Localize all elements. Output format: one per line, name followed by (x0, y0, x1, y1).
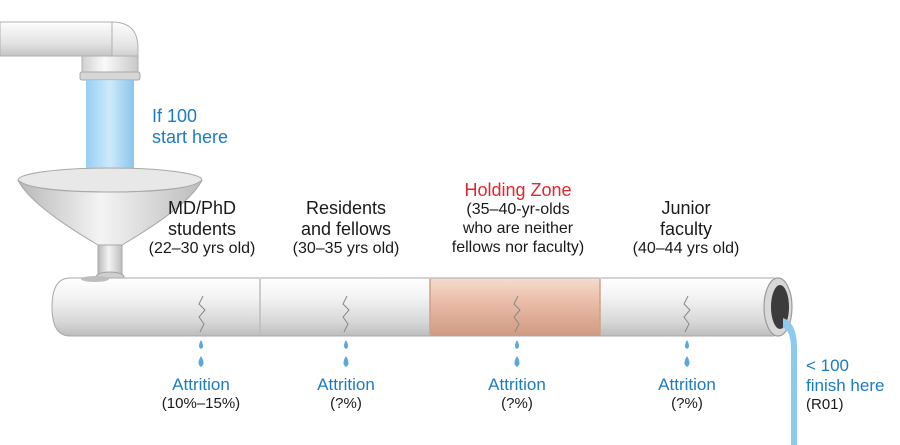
attrition-3: Attrition (?%) (457, 375, 577, 413)
crack-4 (683, 295, 691, 333)
drop-icon (344, 340, 348, 349)
drop-icon (685, 340, 689, 349)
holding-zone-sub: fellows nor faculty) (451, 238, 585, 256)
drop-icon (515, 340, 519, 349)
attrition-word: Attrition (172, 375, 230, 394)
start-label: If 100 start here (152, 106, 228, 148)
attrition-4: Attrition (?%) (627, 375, 747, 413)
holding-zone-segment (430, 278, 600, 336)
stage-title: faculty (659, 219, 713, 240)
attrition-1: Attrition (10%–15%) (141, 375, 261, 413)
stage-title: students (167, 219, 237, 240)
drop-icon (684, 356, 690, 367)
outflow-water (783, 318, 797, 445)
faucet (0, 21, 141, 81)
stage-title: Junior (661, 198, 711, 218)
stage-age: (22–30 yrs old) (148, 240, 256, 258)
finish-note: (R01) (806, 396, 844, 414)
crack-3 (513, 295, 521, 333)
finish-line-2: finish here (806, 376, 885, 396)
holding-zone-sub: who are neither (462, 220, 574, 238)
pipe (51, 276, 775, 337)
drop-icon (343, 356, 349, 367)
stage-junior-faculty-label: Junior faculty (40–44 yrs old) (612, 198, 760, 259)
finish-line-1: < 100 (806, 356, 850, 375)
attrition-word: Attrition (488, 375, 546, 394)
stage-title: Residents (305, 198, 387, 218)
attrition-rate: (?%) (501, 395, 533, 413)
attrition-rate: (10%–15%) (161, 395, 241, 413)
stage-age: (30–35 yrs old) (292, 240, 400, 258)
start-line-1: If 100 (152, 106, 198, 126)
attrition-word: Attrition (317, 375, 375, 394)
stage-title: and fellows (300, 219, 392, 240)
stage-holding-zone-label: Holding Zone (35–40-yr-olds who are neit… (436, 180, 600, 258)
finish-label: < 100 finish here (R01) (806, 356, 884, 414)
attrition-word: Attrition (658, 375, 716, 394)
stage-residents-label: Residents and fellows (30–35 yrs old) (272, 198, 420, 259)
stage-age: (40–44 yrs old) (632, 240, 740, 258)
attrition-2: Attrition (?%) (286, 375, 406, 413)
drop-icon (198, 356, 204, 367)
funnel (17, 167, 203, 283)
drop-icon (199, 340, 203, 349)
stage-title: MD/PhD (167, 198, 236, 218)
start-line-2: start here (152, 127, 229, 148)
drop-icon (514, 356, 520, 367)
crack-2 (342, 295, 350, 333)
attrition-rate: (?%) (330, 395, 362, 413)
attrition-rate: (?%) (671, 395, 703, 413)
water-stream (86, 80, 134, 172)
crack-1 (198, 295, 206, 333)
stage-mdphd-label: MD/PhD students (22–30 yrs old) (128, 198, 276, 259)
holding-zone-sub: (35–40-yr-olds (466, 201, 570, 219)
holding-zone-title: Holding Zone (464, 180, 572, 200)
